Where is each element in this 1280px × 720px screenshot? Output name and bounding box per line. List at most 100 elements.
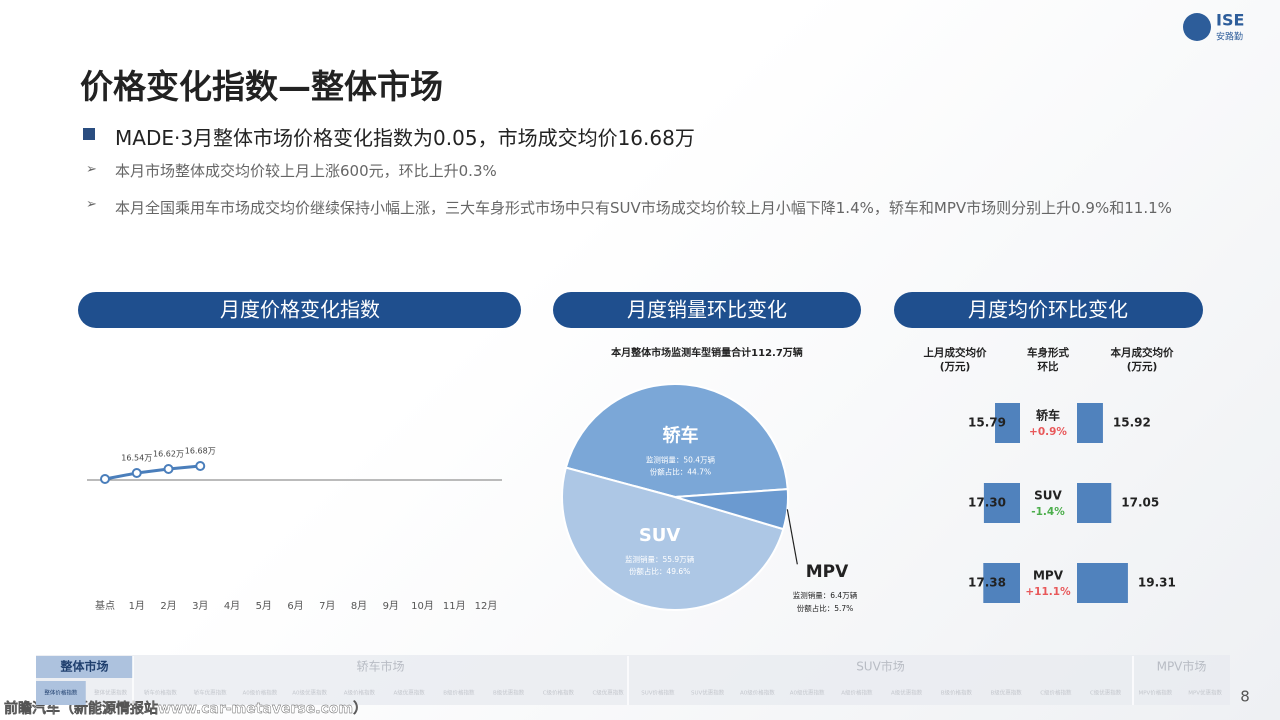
sub-bullet: 本月市场整体成交均价较上月上涨600元，环比上升0.3%	[115, 162, 497, 180]
column-header: (万元)	[940, 361, 971, 373]
sub-bullet: 本月全国乘用车市场成交均价继续保持小幅上涨，三大车身形式市场中只有SUV市场成交…	[115, 199, 1172, 217]
slice-detail: 份额占比：44.7%	[650, 466, 711, 476]
x-tick-label: 11月	[443, 600, 466, 612]
nav-item: B级价格指数	[941, 689, 973, 697]
nav-item: A级价格指数	[841, 689, 873, 697]
x-tick-label: 12月	[475, 600, 498, 612]
nav-item: SUV优惠指数	[691, 689, 725, 697]
nav-tab: MPV市场	[1157, 659, 1207, 674]
value-label: 19.31	[1138, 576, 1176, 590]
slice-detail: 监测销量：6.4万辆	[793, 590, 858, 600]
nav-item: A0级优惠指数	[292, 689, 327, 697]
pie-slice	[561, 466, 785, 611]
x-tick-label: 10月	[411, 600, 434, 612]
bar	[983, 483, 1020, 523]
arrow: ➢	[86, 197, 97, 212]
column-header: 本月成交均价	[1111, 346, 1174, 359]
column-header: (万元)	[1127, 361, 1158, 373]
column-header: 车身形式	[1027, 346, 1069, 359]
nav-item: C级价格指数	[1040, 689, 1072, 697]
panel-title: 月度均价环比变化	[968, 298, 1128, 322]
column-header: 环比	[1038, 360, 1060, 373]
nav-item: MPV优惠指数	[1188, 689, 1222, 697]
main-bullet: MADE·3月整体市场价格变化指数为0.05，市场成交均价16.68万	[115, 126, 695, 150]
nav-item: A级优惠指数	[393, 689, 425, 697]
bar	[995, 403, 1020, 443]
data-label: 16.62万	[153, 450, 184, 459]
data-label: 16.68万	[185, 447, 216, 456]
change-label: -1.4%	[1031, 506, 1065, 518]
value-label: 17.30	[968, 496, 1006, 510]
nav-item: A0级价格指数	[242, 689, 277, 697]
nav-item: MPV价格指数	[1138, 689, 1172, 697]
nav-item: B级优惠指数	[990, 689, 1022, 697]
nav-tab: 轿车市场	[356, 659, 404, 674]
point	[195, 461, 206, 471]
panel-title: 月度销量环比变化	[627, 298, 787, 322]
value-label: 15.92	[1113, 416, 1151, 430]
nav-item: 整体优惠指数	[94, 689, 128, 697]
nav-item: A级价格指数	[344, 689, 376, 697]
panel-header	[894, 292, 1203, 328]
point	[100, 474, 110, 484]
category-label: 轿车	[1036, 408, 1060, 423]
x-tick-label: 4月	[224, 600, 240, 612]
nav-item: B级优惠指数	[493, 689, 525, 697]
panel-header	[78, 292, 521, 328]
x-tick-label: 9月	[383, 600, 399, 612]
x-tick-label: 8月	[351, 600, 367, 612]
nav-item: A级优惠指数	[891, 689, 923, 697]
value-label: 17.05	[1121, 496, 1159, 510]
nav-item: 轿车价格指数	[144, 689, 178, 697]
pie-title: 本月整体市场监测车型销量合计112.7万辆	[611, 346, 803, 359]
value-label: 17.38	[968, 576, 1006, 590]
nav-item: C级优惠指数	[592, 689, 624, 697]
x-tick-label: 7月	[319, 600, 335, 612]
x-tick-label: 1月	[129, 600, 145, 612]
x-tick-label: 3月	[192, 600, 208, 612]
arrow: ➢	[86, 162, 97, 177]
column-header: 上月成交均价	[924, 346, 987, 359]
slice-name: MPV	[806, 562, 849, 582]
bar	[1077, 483, 1112, 523]
slice-detail: 份额占比：5.7%	[797, 603, 854, 613]
logo-name: 安路勤	[1216, 31, 1243, 43]
nav-item: 轿车优惠指数	[194, 689, 228, 697]
data-label: 16.54万	[121, 454, 152, 463]
bar	[1077, 403, 1103, 443]
pie-slice	[564, 383, 789, 499]
bar	[983, 563, 1020, 603]
nav-item: SUV价格指数	[641, 689, 675, 697]
x-tick-label: 2月	[160, 600, 176, 612]
nav-item: A0级优惠指数	[790, 689, 825, 697]
x-tick-label: 基点	[95, 599, 115, 612]
bar	[1077, 563, 1128, 603]
logo-icon	[1183, 13, 1211, 41]
point	[131, 468, 142, 478]
slice-detail: 份额占比：49.6%	[629, 566, 690, 576]
nav-item: C级价格指数	[543, 689, 575, 697]
nav-bar	[36, 655, 1230, 705]
change-label: +11.1%	[1025, 586, 1071, 598]
x-tick-label: 6月	[287, 600, 303, 612]
leader-line	[786, 509, 798, 565]
nav-item-active	[36, 681, 86, 705]
category-label: SUV	[1034, 489, 1062, 503]
pie-slice	[674, 488, 789, 531]
nav-item: 整体价格指数	[44, 689, 78, 697]
slice-name: SUV	[639, 525, 681, 546]
nav-item: A0级价格指数	[740, 689, 775, 697]
page-number: 8	[1240, 688, 1250, 706]
slice-detail: 监测销量：50.4万辆	[646, 454, 716, 464]
slice-detail: 监测销量：55.9万辆	[625, 554, 695, 564]
panel-header	[553, 292, 861, 328]
category-label: MPV	[1033, 569, 1064, 583]
nav-tab: SUV市场	[856, 659, 905, 674]
value-label: 15.79	[968, 416, 1006, 430]
nav-tab: 整体市场	[59, 659, 108, 674]
change-label: +0.9%	[1029, 426, 1067, 438]
nav-tab-active	[36, 656, 133, 678]
bullet-square	[83, 128, 95, 140]
